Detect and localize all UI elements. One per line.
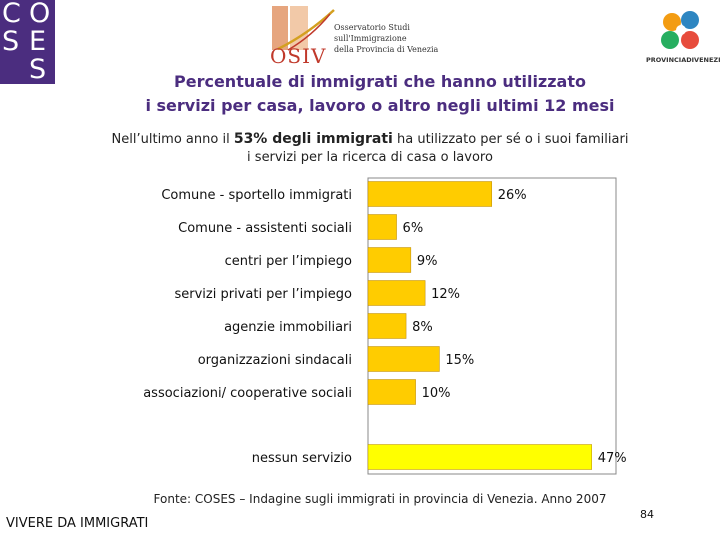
osiv-swoosh-icon (277, 9, 335, 51)
osiv-logo-text: OSIV (270, 44, 327, 68)
category-label: centri per l’impiego (225, 254, 352, 269)
bar-chart: Comune - sportello immigrati 26% Comune - … (143, 177, 627, 475)
category-label: servizi privati per l’impiego (174, 287, 352, 302)
category-label: nessun servizio (252, 451, 352, 466)
value-label: 26% (498, 188, 527, 203)
title-line-2: i servizi per casa, lavoro o altro negli… (145, 96, 615, 115)
footer-label: VIVERE DA IMMIGRATI (6, 516, 149, 531)
subtitle-line-1: Nell’ultimo anno il 53% degli immigrati … (80, 130, 660, 149)
value-label: 15% (445, 353, 474, 368)
osiv-subtitle: Osservatorio Studi sull'Immigrazione del… (334, 22, 444, 55)
value-label: 6% (403, 221, 424, 236)
category-label: agenzie immobiliari (224, 320, 352, 335)
value-label: 10% (422, 386, 451, 401)
osiv-emblem: OSIV (268, 4, 335, 68)
page-title: Percentuale di immigrati che hanno utili… (80, 70, 680, 118)
title-line-1: Percentuale di immigrati che hanno utili… (174, 72, 586, 91)
osiv-subtitle-line: Osservatorio Studi (334, 23, 410, 32)
province-logo: PROVINCIADIVENEZIA (646, 4, 720, 70)
logo-letter: S (29, 54, 47, 85)
bar (367, 444, 592, 470)
coses-logo: C O S E S (0, 0, 55, 84)
value-label: 8% (412, 320, 433, 335)
logo-letter: O (29, 0, 51, 29)
value-label: 12% (431, 287, 460, 302)
value-label: 47% (598, 451, 627, 466)
source-note: Fonte: COSES – Indagine sugli immigrati … (153, 492, 607, 506)
logo-letter: S (2, 26, 20, 57)
bar (367, 379, 416, 405)
province-emblem-icon (661, 11, 699, 49)
category-label: associazioni/ cooperative sociali (143, 386, 352, 401)
bar (367, 214, 397, 240)
bar (367, 247, 412, 273)
province-logo-label: PROVINCIADIVENEZIA (646, 56, 720, 64)
osiv-subtitle-line: della Provincia di Venezia (334, 45, 439, 54)
subtitle-highlight: 53% degli immigrati (233, 131, 393, 147)
page-number: 84 (640, 508, 654, 521)
bar (367, 181, 493, 207)
subtitle-suffix: ha utilizzato per sé o i suoi familiari (392, 132, 629, 147)
page-subtitle: Nell’ultimo anno il 53% degli immigrati … (80, 130, 660, 167)
osiv-logo: OSIV Osservatorio Studi sull'Immigrazion… (266, 2, 446, 70)
logo-letter: E (29, 26, 47, 57)
logo-letter: C (2, 0, 21, 29)
subtitle-prefix: Nell’ultimo anno il (111, 132, 234, 147)
category-label: organizzazioni sindacali (198, 353, 352, 368)
bar (367, 280, 426, 306)
bar (367, 346, 440, 372)
subtitle-line-2: i servizi per la ricerca di casa o lavor… (247, 150, 493, 165)
category-label: Comune - assistenti sociali (178, 221, 352, 236)
osiv-subtitle-line: sull'Immigrazione (334, 34, 407, 43)
category-label: Comune - sportello immigrati (161, 188, 352, 203)
value-label: 9% (417, 254, 438, 269)
bar (367, 313, 407, 339)
